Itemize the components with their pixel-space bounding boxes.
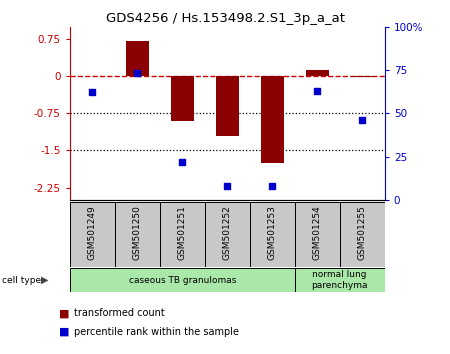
Bar	[70, 268, 295, 292]
Bar	[126, 41, 148, 76]
Bar	[295, 202, 340, 267]
Bar	[160, 202, 205, 267]
Text: transformed count: transformed count	[74, 308, 165, 318]
Text: percentile rank within the sample: percentile rank within the sample	[74, 327, 239, 337]
Bar	[351, 76, 374, 77]
Point	[359, 118, 366, 123]
Point	[179, 159, 186, 165]
Text: GSM501250: GSM501250	[133, 205, 142, 260]
Point	[89, 90, 96, 95]
Point	[269, 183, 276, 189]
Bar	[340, 202, 385, 267]
Text: ■: ■	[58, 308, 69, 318]
Text: GSM501255: GSM501255	[358, 205, 367, 260]
Text: GSM501251: GSM501251	[178, 205, 187, 260]
Bar	[250, 202, 295, 267]
Point	[224, 183, 231, 189]
Text: ▶: ▶	[40, 275, 48, 285]
Text: normal lung
parenchyma: normal lung parenchyma	[311, 270, 368, 290]
Bar	[216, 76, 239, 136]
Point	[314, 88, 321, 93]
Bar	[171, 76, 194, 121]
Bar	[295, 268, 385, 292]
Bar	[306, 70, 328, 76]
Text: GSM501252: GSM501252	[223, 205, 232, 260]
Bar	[70, 202, 115, 267]
Text: GSM501253: GSM501253	[268, 205, 277, 260]
Text: ■: ■	[58, 327, 69, 337]
Point	[134, 70, 141, 76]
Text: caseous TB granulomas: caseous TB granulomas	[129, 275, 236, 285]
Text: cell type: cell type	[2, 275, 41, 285]
Text: GSM501249: GSM501249	[88, 205, 97, 260]
Bar	[261, 76, 284, 163]
Bar	[115, 202, 160, 267]
Text: GSM501254: GSM501254	[313, 205, 322, 260]
Text: GDS4256 / Hs.153498.2.S1_3p_a_at: GDS4256 / Hs.153498.2.S1_3p_a_at	[105, 12, 345, 25]
Bar	[205, 202, 250, 267]
